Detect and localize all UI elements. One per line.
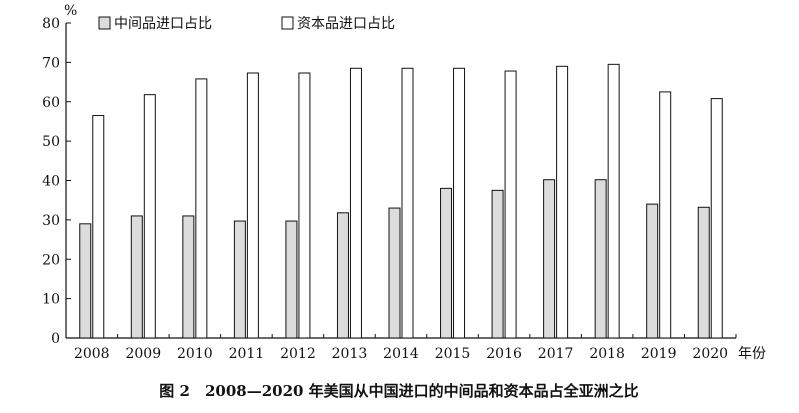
y-tick-label: 10 <box>42 292 60 308</box>
bar-intermediate-2016 <box>491 189 504 339</box>
bar-capital-2009 <box>143 94 156 339</box>
bar-intermediate-2017 <box>543 179 556 339</box>
bar-intermediate-2009 <box>130 215 143 339</box>
x-tick-label: 2014 <box>383 346 419 362</box>
y-axis: 0 10 20 30 40 50 60 70 80 <box>42 16 71 347</box>
legend-swatch <box>98 16 111 30</box>
bar-intermediate-2013 <box>336 212 349 339</box>
bar-capital-2015 <box>453 67 466 339</box>
legend: 中间品进口占比 资本品进口占比 <box>98 16 395 32</box>
bar-intermediate-2008 <box>79 223 92 339</box>
bar-capital-2014 <box>401 67 414 339</box>
x-axis: 2008 2009 2010 2011 2012 2013 2014 2015 2016 2017… <box>74 334 737 362</box>
y-tick-label: 40 <box>42 174 60 190</box>
y-tick-label: 60 <box>42 95 60 111</box>
y-tick-label: 0 <box>51 331 60 347</box>
x-tick-label: 2020 <box>692 346 728 362</box>
bar-intermediate-2019 <box>646 203 659 339</box>
bar-capital-2018 <box>607 63 620 339</box>
x-tick-label: 2008 <box>74 346 110 362</box>
bar-intermediate-2015 <box>440 187 453 339</box>
x-tick-label: 2016 <box>486 346 522 362</box>
bar-capital-2011 <box>246 72 259 339</box>
y-tick-label: 70 <box>42 55 60 71</box>
x-tick-label: 2013 <box>332 346 368 362</box>
y-tick-label: 50 <box>42 134 60 150</box>
legend-label: 资本品进口占比 <box>297 16 395 32</box>
bar-capital-2019 <box>659 91 672 339</box>
y-tick-label: 30 <box>42 213 60 229</box>
x-tick-label: 2012 <box>280 346 316 362</box>
x-tick-label: 2017 <box>538 346 574 362</box>
bar-capital-2010 <box>195 78 208 339</box>
x-tick-label: 2010 <box>177 346 213 362</box>
x-tick-label: 2015 <box>435 346 471 362</box>
legend-label: 中间品进口占比 <box>114 16 212 32</box>
bar-intermediate-2014 <box>388 207 401 339</box>
bar-capital-2012 <box>298 72 311 339</box>
bar-capital-2020 <box>710 98 723 339</box>
x-tick-label: 2019 <box>641 346 677 362</box>
bar-intermediate-2012 <box>285 220 298 339</box>
bars <box>79 63 723 339</box>
bar-capital-2016 <box>504 70 517 339</box>
bar-capital-2017 <box>556 65 569 339</box>
figure-caption: 图 2 2008—2020 年美国从中国进口的中间品和资本品占全亚洲之比 <box>159 382 638 400</box>
legend-swatch <box>281 16 294 30</box>
bar-capital-2008 <box>92 115 105 339</box>
y-axis-unit-label: % <box>64 3 77 19</box>
bar-intermediate-2020 <box>697 206 710 339</box>
bar-capital-2013 <box>349 67 362 339</box>
bar-intermediate-2010 <box>182 215 195 339</box>
y-tick-label: 80 <box>42 16 60 32</box>
bar-intermediate-2018 <box>594 179 607 339</box>
x-tick-label: 2011 <box>229 346 265 362</box>
x-tick-label: 2018 <box>589 346 625 362</box>
x-tick-label: 2009 <box>125 346 161 362</box>
x-axis-unit-label: 年份 <box>738 346 766 362</box>
y-tick-label: 20 <box>42 252 60 268</box>
bar-intermediate-2011 <box>233 220 246 339</box>
plot-area <box>65 23 736 339</box>
